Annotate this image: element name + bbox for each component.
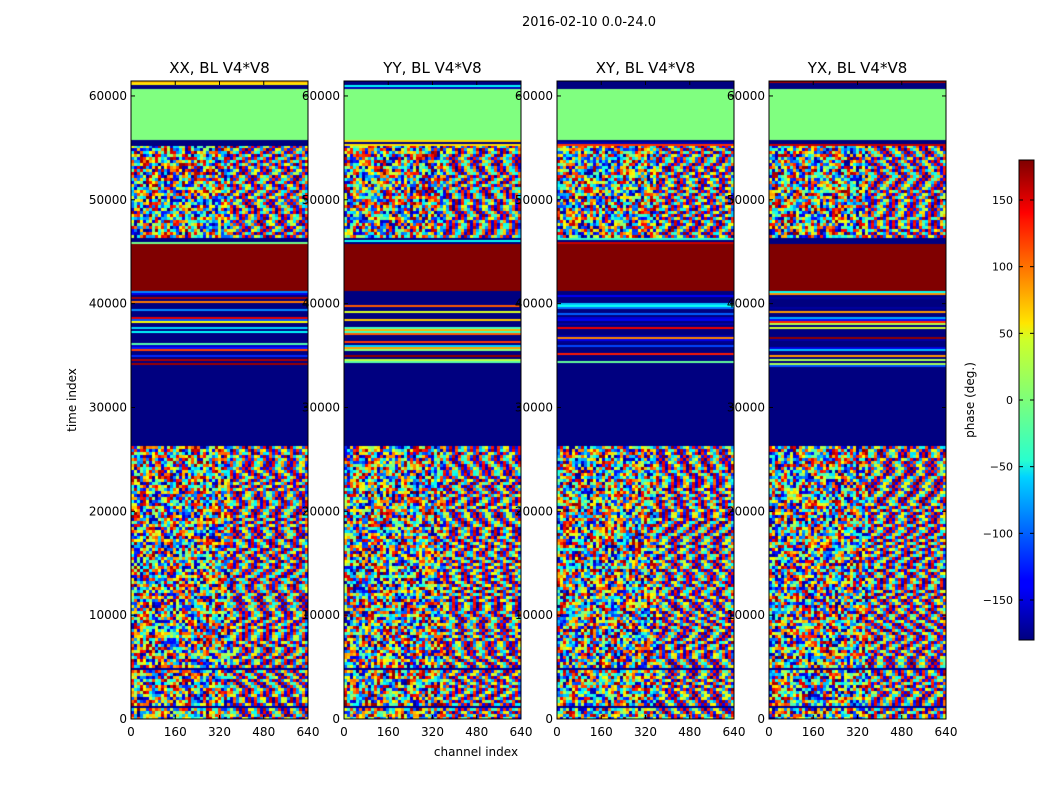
- y-tick-label: 60000: [727, 89, 765, 103]
- y-tick-label: 60000: [515, 89, 553, 103]
- x-tick-label: 0: [127, 725, 135, 739]
- colorbar-ticks: −150 −100 −50 0 50 100 150: [983, 194, 1034, 607]
- x-tick-label: 160: [164, 725, 187, 739]
- x-tick-label: 0: [340, 725, 348, 739]
- y-tick-label: 10000: [89, 608, 127, 622]
- y-tick-label: 0: [332, 712, 340, 726]
- y-tick-label: 50000: [515, 193, 553, 207]
- x-tick-label: 480: [252, 725, 275, 739]
- x-tick-label: 320: [846, 725, 869, 739]
- y-tick-label: 60000: [89, 89, 127, 103]
- x-tick-label: 320: [208, 725, 231, 739]
- x-tick-label: 160: [377, 725, 400, 739]
- heatmap-image: [769, 81, 946, 719]
- y-tick-label: 30000: [302, 400, 340, 414]
- colorbar-tick-label: 150: [992, 194, 1013, 207]
- suptitle: 2016-02-10 0.0-24.0: [522, 15, 656, 30]
- x-tick-label: 640: [723, 725, 746, 739]
- x-tick-label: 160: [802, 725, 825, 739]
- y-tick-label: 50000: [89, 193, 127, 207]
- y-tick-label: 40000: [515, 297, 553, 311]
- colorbar-tick-label: −50: [990, 461, 1013, 474]
- panel-title: XY, BL V4*V8: [596, 59, 696, 77]
- colorbar: phase (deg.) −150 −100 −50 0 50 100 150: [963, 159, 1035, 641]
- x-tick-label: 640: [510, 725, 533, 739]
- y-tick-label: 60000: [302, 89, 340, 103]
- y-tick-label: 0: [757, 712, 765, 726]
- x-axis-label: channel index: [434, 745, 518, 759]
- colorbar-tick-label: 0: [1006, 394, 1013, 407]
- x-tick-label: 320: [634, 725, 657, 739]
- y-tick-label: 50000: [302, 193, 340, 207]
- y-tick-label: 50000: [727, 193, 765, 207]
- colorbar-label: phase (deg.): [963, 362, 977, 438]
- y-tick-label: 10000: [515, 608, 553, 622]
- panel-title: YX, BL V4*V8: [807, 59, 908, 77]
- x-tick-label: 0: [765, 725, 773, 739]
- heatmap-image: [344, 81, 521, 719]
- x-tick-label: 480: [678, 725, 701, 739]
- heatmap-image: [557, 81, 734, 719]
- panels: XX, BL V4*V8 0 160 320 480 640 0 10000 20000 3000…: [89, 59, 958, 739]
- y-tick-label: 40000: [302, 297, 340, 311]
- x-tick-label: 320: [421, 725, 444, 739]
- y-tick-label: 0: [119, 712, 127, 726]
- y-tick-label: 10000: [302, 608, 340, 622]
- panel-xx: XX, BL V4*V8 0 160 320 480 640 0 10000 20000 3000…: [89, 59, 320, 739]
- y-tick-label: 30000: [89, 400, 127, 414]
- y-tick-label: 20000: [727, 504, 765, 518]
- y-tick-label: 30000: [515, 400, 553, 414]
- y-tick-label: 20000: [515, 504, 553, 518]
- colorbar-tick-label: −100: [983, 527, 1013, 540]
- colorbar-tick-label: −150: [983, 594, 1013, 607]
- colorbar-tick-label: 100: [992, 261, 1013, 274]
- x-tick-label: 480: [465, 725, 488, 739]
- y-tick-label: 20000: [89, 504, 127, 518]
- heatmap-image: [131, 81, 308, 719]
- x-tick-label: 480: [890, 725, 913, 739]
- panel-xy: XY, BL V4*V8 0 160 320 480 640 0 10000 20000 3000…: [515, 59, 746, 739]
- y-tick-label: 30000: [727, 400, 765, 414]
- y-tick-label: 40000: [89, 297, 127, 311]
- x-tick-label: 160: [590, 725, 613, 739]
- x-tick-label: 0: [553, 725, 561, 739]
- y-tick-label: 40000: [727, 297, 765, 311]
- x-tick-label: 640: [297, 725, 320, 739]
- panel-yx: YX, BL V4*V8 0 160 320 480 640 0 10000 20000 3000…: [727, 59, 958, 739]
- y-axis-label: time index: [65, 368, 79, 432]
- panel-title: YY, BL V4*V8: [382, 59, 481, 77]
- y-tick-label: 0: [545, 712, 553, 726]
- y-tick-label: 20000: [302, 504, 340, 518]
- y-tick-label: 10000: [727, 608, 765, 622]
- panel-title: XX, BL V4*V8: [169, 59, 270, 77]
- x-tick-label: 640: [935, 725, 958, 739]
- panel-yy: YY, BL V4*V8 0 160 320 480 640 0 10000 20000 3000…: [302, 59, 533, 739]
- colorbar-tick-label: 50: [999, 327, 1013, 340]
